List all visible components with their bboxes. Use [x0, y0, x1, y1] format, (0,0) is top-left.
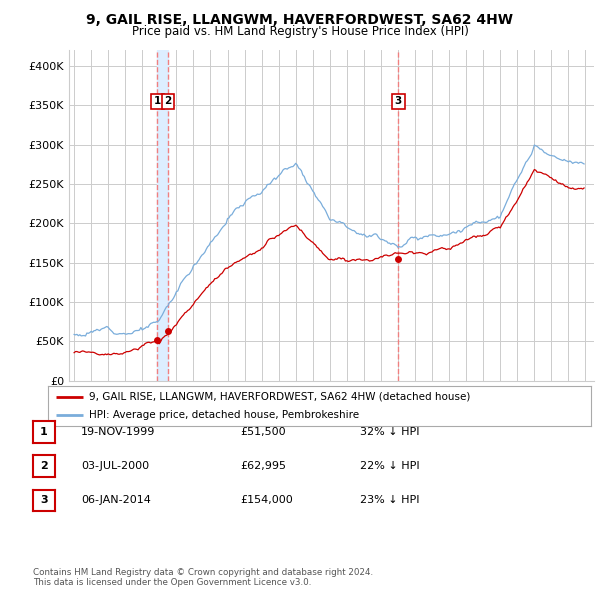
Text: 3: 3	[395, 96, 402, 106]
Text: Contains HM Land Registry data © Crown copyright and database right 2024.
This d: Contains HM Land Registry data © Crown c…	[33, 568, 373, 587]
Text: 9, GAIL RISE, LLANGWM, HAVERFORDWEST, SA62 4HW: 9, GAIL RISE, LLANGWM, HAVERFORDWEST, SA…	[86, 13, 514, 27]
Text: 23% ↓ HPI: 23% ↓ HPI	[360, 496, 419, 505]
Text: 1: 1	[40, 427, 47, 437]
Text: £51,500: £51,500	[240, 427, 286, 437]
Text: 2: 2	[164, 96, 172, 106]
Text: HPI: Average price, detached house, Pembrokeshire: HPI: Average price, detached house, Pemb…	[89, 410, 359, 420]
Text: 32% ↓ HPI: 32% ↓ HPI	[360, 427, 419, 437]
Text: 3: 3	[40, 496, 47, 505]
Text: £154,000: £154,000	[240, 496, 293, 505]
Text: 9, GAIL RISE, LLANGWM, HAVERFORDWEST, SA62 4HW (detached house): 9, GAIL RISE, LLANGWM, HAVERFORDWEST, SA…	[89, 392, 470, 402]
Text: £62,995: £62,995	[240, 461, 286, 471]
Text: 1: 1	[154, 96, 161, 106]
Text: 03-JUL-2000: 03-JUL-2000	[81, 461, 149, 471]
Text: 19-NOV-1999: 19-NOV-1999	[81, 427, 155, 437]
Text: 2: 2	[40, 461, 47, 471]
Text: 06-JAN-2014: 06-JAN-2014	[81, 496, 151, 505]
Text: Price paid vs. HM Land Registry's House Price Index (HPI): Price paid vs. HM Land Registry's House …	[131, 25, 469, 38]
Text: 22% ↓ HPI: 22% ↓ HPI	[360, 461, 419, 471]
Bar	[157, 50, 168, 381]
